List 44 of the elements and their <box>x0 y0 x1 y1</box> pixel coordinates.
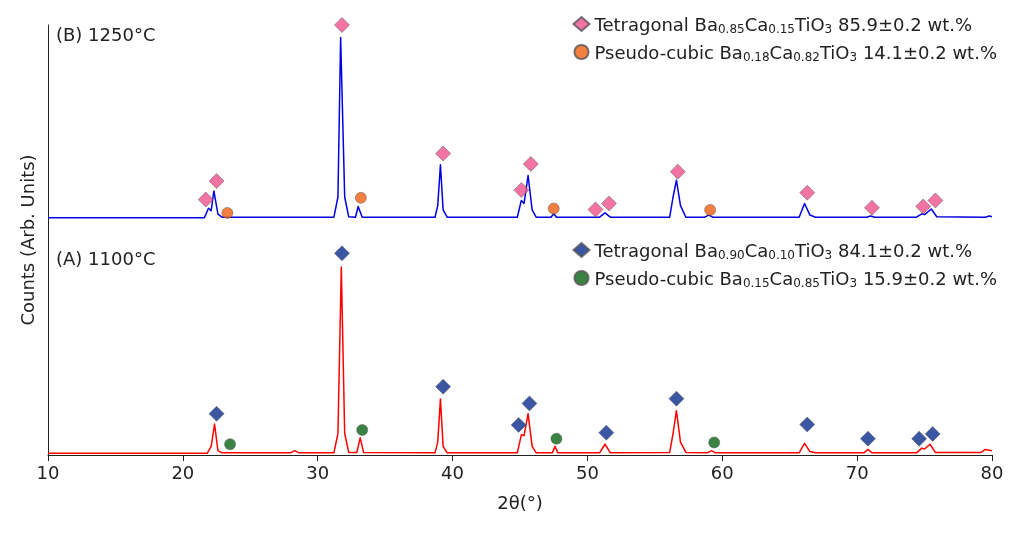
point <box>704 204 716 216</box>
point <box>224 438 236 451</box>
annotation: (B) 1250°C <box>56 23 156 45</box>
x-tick-label: 40 <box>441 461 465 483</box>
point <box>435 145 451 162</box>
x-tick-label: 20 <box>171 461 195 483</box>
point <box>334 245 350 262</box>
x-tick-label: 70 <box>845 461 869 483</box>
point <box>587 201 604 218</box>
point <box>708 436 720 449</box>
point <box>355 192 367 204</box>
point <box>356 424 369 436</box>
point <box>799 416 816 433</box>
point <box>547 202 560 215</box>
x-tick-label: 10 <box>36 461 60 483</box>
point <box>334 17 350 33</box>
point <box>669 163 686 180</box>
point <box>864 199 880 216</box>
point <box>911 430 927 447</box>
x-tick-label: 30 <box>306 461 330 483</box>
x-tick-label: 50 <box>575 461 599 483</box>
point <box>927 192 944 209</box>
point <box>601 195 617 212</box>
x-tick-label: 60 <box>710 461 734 483</box>
point <box>924 426 941 442</box>
annotation: (A) 1100°C <box>56 247 156 269</box>
point <box>598 424 615 441</box>
point <box>799 184 816 201</box>
point <box>521 395 538 412</box>
point <box>510 417 527 433</box>
point <box>522 156 539 172</box>
x-axis-title: 2θ(°) <box>497 491 543 513</box>
point <box>435 378 451 395</box>
point <box>221 207 234 219</box>
point <box>208 405 225 422</box>
point <box>197 191 214 208</box>
y-axis-title: Counts (Arb. Units) <box>16 154 38 326</box>
point <box>550 432 563 445</box>
point <box>208 173 225 189</box>
point <box>668 390 685 407</box>
x-tick-label: 80 <box>980 461 1004 483</box>
point <box>513 182 530 198</box>
point <box>915 198 932 215</box>
point <box>860 430 876 447</box>
